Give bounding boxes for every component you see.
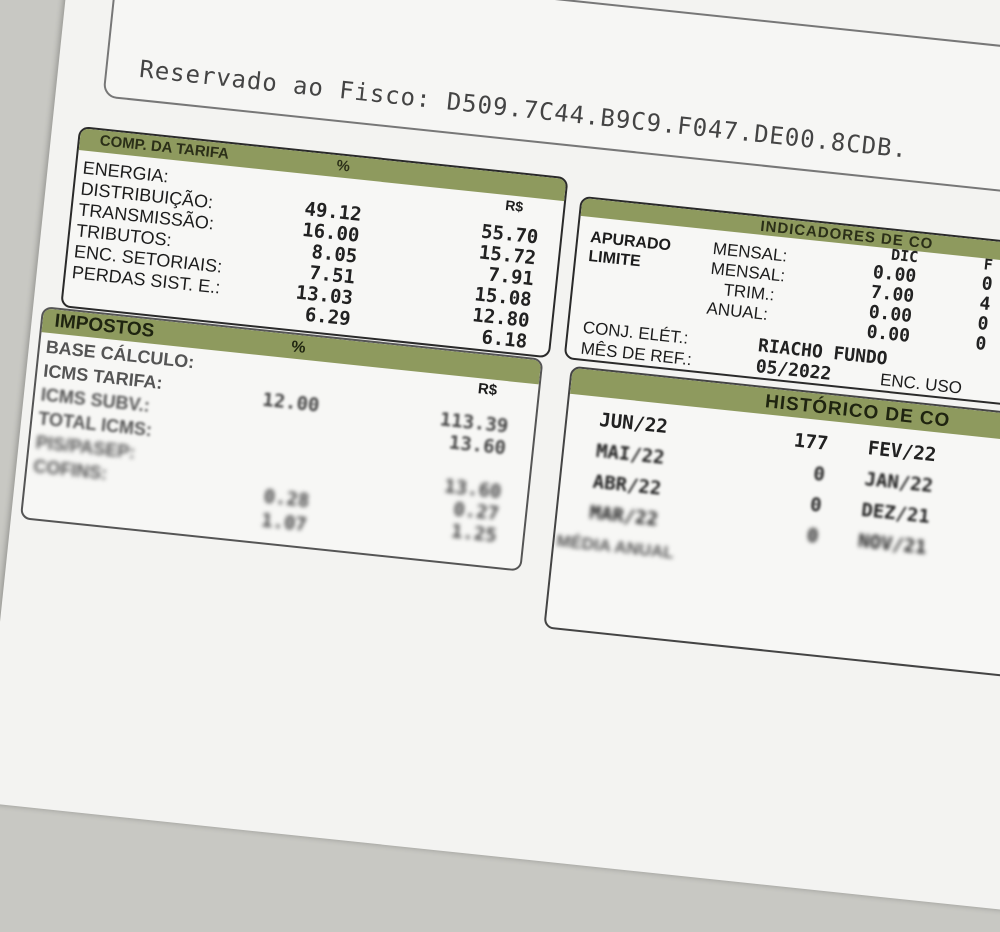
impostos-labels: BASE CÁLCULO: ICMS TARIFA: ICMS SUBV.: T… [32,335,195,494]
impostos-rs-header: R$ [477,380,498,400]
next-header: F [982,255,994,275]
impostos-pct-header: % [290,338,307,357]
next-value: 0 [974,332,988,355]
impostos-rs-column: 113.39 13.60 13.60 0.27 1.25 [406,406,510,546]
next-value: 4 [978,293,992,316]
next-value: 0 [976,313,990,336]
dic-column: DIC 0.00 7.00 0.00 0.00 [839,240,919,347]
comp-tarifa-rs-column: 55.70 15.72 7.91 15.08 12.80 6.18 [436,218,539,353]
comp-tarifa-labels: ENERGIA: DISTRIBUIÇÃO: TRANSMISSÃO: TRIB… [71,158,232,299]
indicadores-labels: MENSAL: MENSAL: TRIM.: ANUAL: [706,239,788,326]
next-value: 0 [980,273,994,296]
impostos-pct-column: 12.00 0.28 1.07 [226,385,321,537]
comp-tarifa-pct-header: % [335,157,351,176]
comp-tarifa-rs-header: R$ [504,196,524,215]
comp-tarifa-pct-column: 49.12 16.00 8.05 7.51 13.03 6.29 [268,196,363,330]
